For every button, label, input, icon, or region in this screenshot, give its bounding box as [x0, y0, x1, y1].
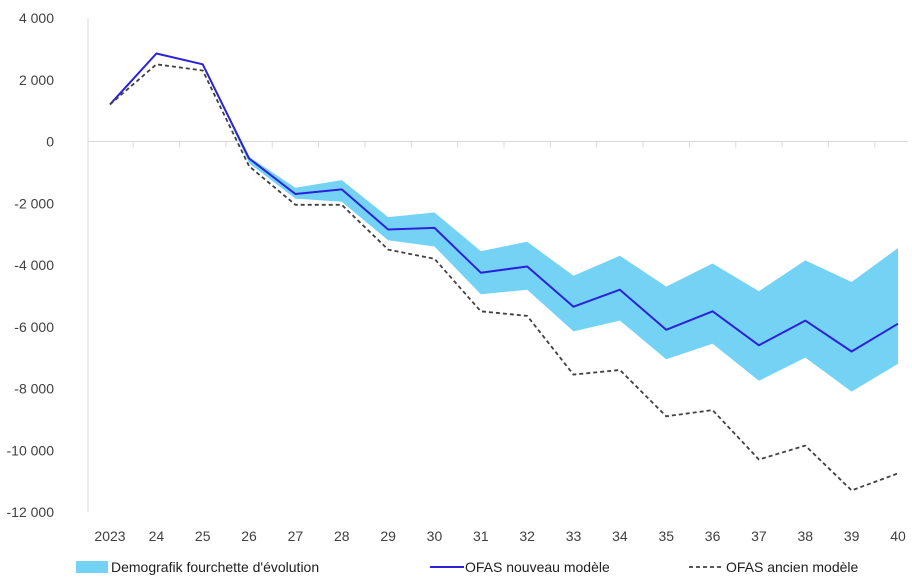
- y-tick-label: -4 000: [14, 257, 54, 273]
- legend-item-ancien: OFAS ancien modèle: [689, 559, 859, 575]
- legend-item-nouveau: OFAS nouveau modèle: [430, 559, 610, 575]
- legend: Demografik fourchette d'évolution OFAS no…: [76, 559, 859, 575]
- y-tick-label: -10 000: [7, 442, 55, 458]
- x-tick-label: 33: [566, 528, 582, 544]
- x-tick-label: 39: [844, 528, 860, 544]
- series-line-ancien: [109, 63, 899, 492]
- x-tick-label: 34: [612, 528, 628, 544]
- y-tick-label: 2 000: [19, 72, 54, 88]
- legend-label-nouveau: OFAS nouveau modèle: [465, 559, 610, 575]
- y-tick-label: -12 000: [7, 504, 55, 520]
- x-tick-label: 29: [380, 528, 396, 544]
- x-tick-label: 30: [427, 528, 443, 544]
- x-tick-label: 2023: [94, 528, 125, 544]
- y-tick-label: -8 000: [14, 381, 54, 397]
- legend-label-ancien: OFAS ancien modèle: [726, 559, 859, 575]
- y-tick-label: 4 000: [19, 10, 54, 26]
- x-tick-label: 35: [658, 528, 674, 544]
- x-tick-label: 28: [334, 528, 350, 544]
- series-line-nouveau: [109, 52, 899, 353]
- y-tick-label: 0: [46, 134, 54, 150]
- x-tick-label: 26: [241, 528, 257, 544]
- x-tick-label: 37: [751, 528, 767, 544]
- x-tick-label: 32: [519, 528, 535, 544]
- x-tick-label: 36: [705, 528, 721, 544]
- x-tick-label: 24: [149, 528, 165, 544]
- x-tick-label: 25: [195, 528, 211, 544]
- x-tick-label: 31: [473, 528, 489, 544]
- legend-item-band: Demografik fourchette d'évolution: [76, 559, 319, 575]
- x-tick-label: 27: [288, 528, 304, 544]
- x-tick-label: 38: [798, 528, 814, 544]
- series-layer: [109, 52, 899, 492]
- legend-label-band: Demografik fourchette d'évolution: [111, 559, 319, 575]
- band-layer: [110, 53, 898, 392]
- axis-layer: 4 000 2 000 0 -2 000 -4 000 -6 000 -8 000 -10 0…: [7, 10, 908, 544]
- range-band: [110, 53, 898, 392]
- x-tick-label: 40: [890, 528, 906, 544]
- y-tick-label: -6 000: [14, 319, 54, 335]
- y-tick-label: -2 000: [14, 195, 54, 211]
- legend-swatch-band: [76, 561, 108, 573]
